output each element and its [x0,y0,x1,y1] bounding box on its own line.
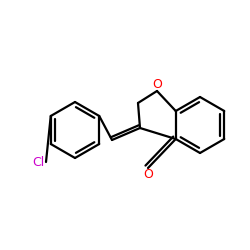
Text: Cl: Cl [32,156,44,168]
Text: O: O [152,78,162,92]
Text: O: O [143,168,153,181]
